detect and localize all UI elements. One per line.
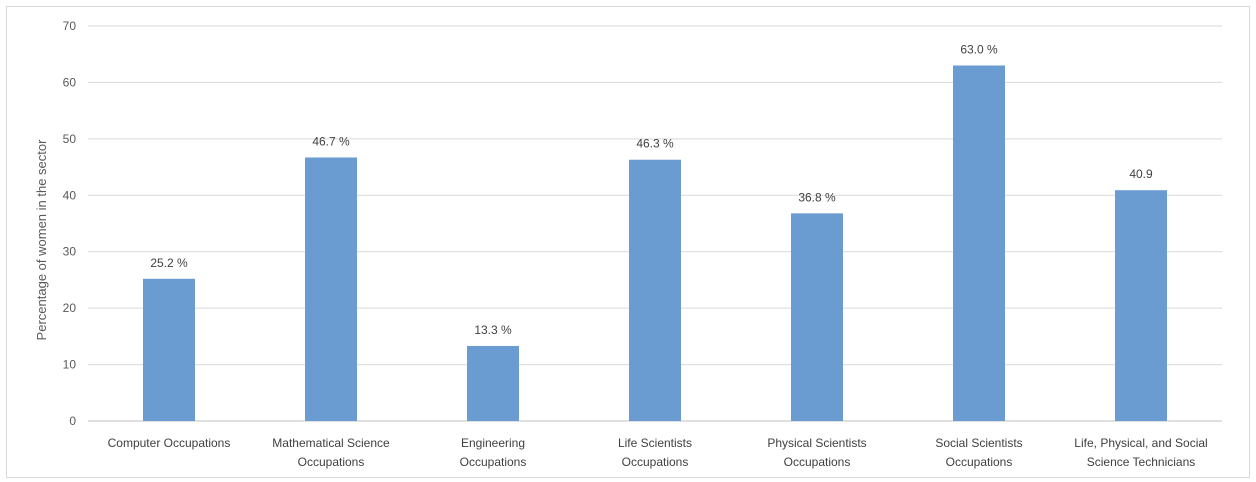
x-category-label: Occupations [460,455,527,469]
y-tick-label: 20 [63,301,77,315]
y-tick-label: 70 [63,19,77,33]
bar [629,159,681,421]
bar [467,345,519,421]
x-axis-categories: Computer Occupations Mathematical Science… [108,436,1208,469]
x-category-label: Physical Scientists [767,436,866,450]
x-category-label: Life, Physical, and Social [1074,436,1207,450]
x-category-label: Occupations [622,455,689,469]
y-tick-label: 50 [63,132,77,146]
data-label: 46.3 % [636,137,674,151]
y-axis-ticks: 0 10 20 30 40 50 60 70 [63,19,77,428]
x-category-label: Occupations [784,455,851,469]
data-label: 63.0 % [960,43,998,57]
data-label: 46.7 % [312,134,350,148]
data-label: 13.3 % [474,323,512,337]
bar [953,65,1005,421]
x-category-label: Life Scientists [618,436,692,450]
y-tick-label: 40 [63,188,77,202]
x-category-label: Science Technicians [1087,455,1196,469]
bar [1115,190,1167,421]
x-category-label: Occupations [946,455,1013,469]
y-tick-label: 10 [63,358,77,372]
y-tick-label: 60 [63,75,77,89]
bar [143,278,195,421]
y-axis-title: Percentage of women in the sector [34,139,49,341]
data-labels: 25.2 % 46.7 % 13.3 % 46.3 % 36.8 % 63.0 % 40.9 [150,43,1153,337]
chart-frame [6,6,1250,478]
bars [143,65,1167,421]
data-label: 40.9 [1129,167,1153,181]
bar [791,213,843,421]
x-category-label: Mathematical Science [272,436,390,450]
data-label: 25.2 % [150,256,188,270]
y-tick-label: 30 [63,245,77,259]
data-label: 36.8 % [798,190,836,204]
x-category-label: Occupations [298,455,365,469]
x-category-label: Computer Occupations [108,436,231,450]
bar [305,157,357,421]
x-category-label: Social Scientists [935,436,1022,450]
y-tick-label: 0 [69,414,76,428]
x-category-label: Engineering [461,436,525,450]
